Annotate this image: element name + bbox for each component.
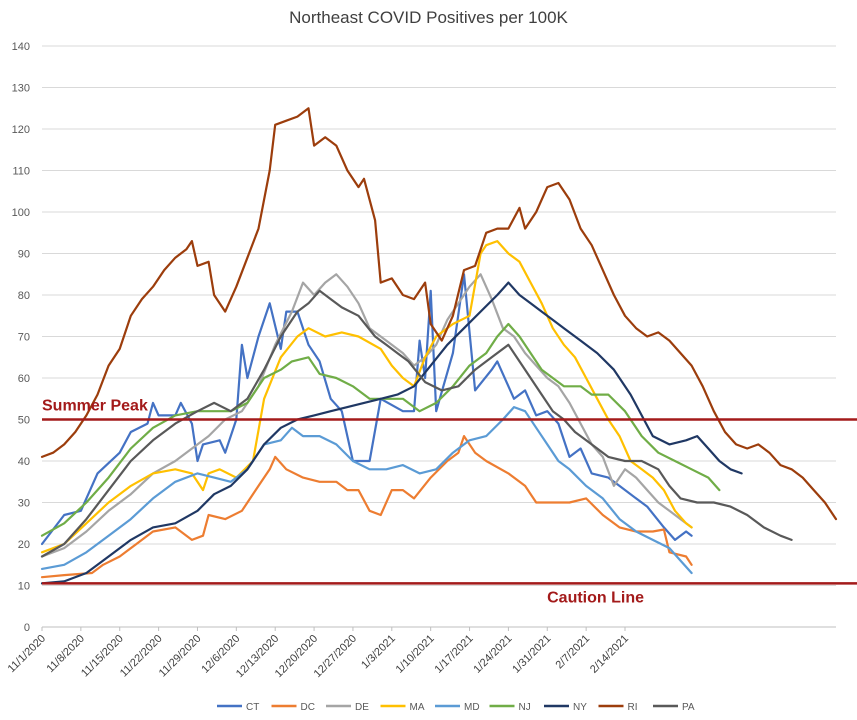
series-line-pa <box>40 289 793 558</box>
x-tick-label: 11/29/2020 <box>157 633 204 680</box>
series-line-dc <box>40 435 693 579</box>
legend-item-nj: NJ <box>489 702 531 713</box>
y-tick-label: 80 <box>18 290 30 302</box>
legend-label: NY <box>573 702 587 713</box>
legend-label: DE <box>355 702 369 713</box>
legend-item-ma: MA <box>380 702 425 713</box>
x-tick-label: 1/10/2021 <box>394 633 437 676</box>
y-tick-label: 130 <box>12 83 30 95</box>
reference-line-label: Summer Peak <box>42 398 148 415</box>
legend-item-dc: DC <box>271 702 315 713</box>
legend-item-de: DE <box>326 702 369 713</box>
y-tick-label: 20 <box>18 539 30 551</box>
legend-item-ny: NY <box>544 702 587 713</box>
legend-item-pa: PA <box>653 702 695 713</box>
series-line-ny <box>40 281 743 585</box>
legend-label: CT <box>246 702 259 713</box>
x-tick-label: 2/14/2021 <box>588 633 631 676</box>
legend-label: RI <box>628 702 638 713</box>
y-tick-label: 120 <box>12 124 30 136</box>
x-tick-label: 1/17/2021 <box>433 633 476 676</box>
series-line-md <box>40 406 693 575</box>
x-tick-label: 11/1/2020 <box>6 633 49 676</box>
legend-label: NJ <box>519 702 531 713</box>
series-line-nj <box>40 322 721 537</box>
chart-title: Northeast COVID Positives per 100K <box>289 8 568 27</box>
x-tick-label: 1/3/2021 <box>359 633 398 672</box>
reference-line-label: Caution Line <box>547 589 644 606</box>
legend-label: MA <box>410 702 425 713</box>
y-tick-label: 90 <box>18 249 30 261</box>
legend-label: DC <box>301 702 315 713</box>
y-tick-label: 0 <box>24 622 30 634</box>
y-tick-label: 40 <box>18 456 30 468</box>
y-tick-label: 30 <box>18 498 30 510</box>
x-tick-label: 2/7/2021 <box>553 633 592 672</box>
y-tick-label: 60 <box>18 373 30 385</box>
series-line-de <box>40 273 693 558</box>
x-tick-label: 1/31/2021 <box>510 633 553 676</box>
x-tick-label: 1/24/2021 <box>471 633 514 676</box>
y-tick-label: 50 <box>18 415 30 427</box>
series-line-ri <box>40 107 838 521</box>
legend-item-md: MD <box>435 702 480 713</box>
y-tick-label: 100 <box>12 207 30 219</box>
y-tick-label: 10 <box>18 581 30 593</box>
y-tick-label: 110 <box>12 166 30 178</box>
y-tick-label: 70 <box>18 332 30 344</box>
series-line-ct <box>40 273 693 546</box>
legend-item-ri: RI <box>598 702 638 713</box>
legend-label: MD <box>464 702 480 713</box>
legend-item-ct: CT <box>217 702 259 713</box>
y-tick-label: 140 <box>12 41 30 53</box>
legend-label: PA <box>682 702 695 713</box>
